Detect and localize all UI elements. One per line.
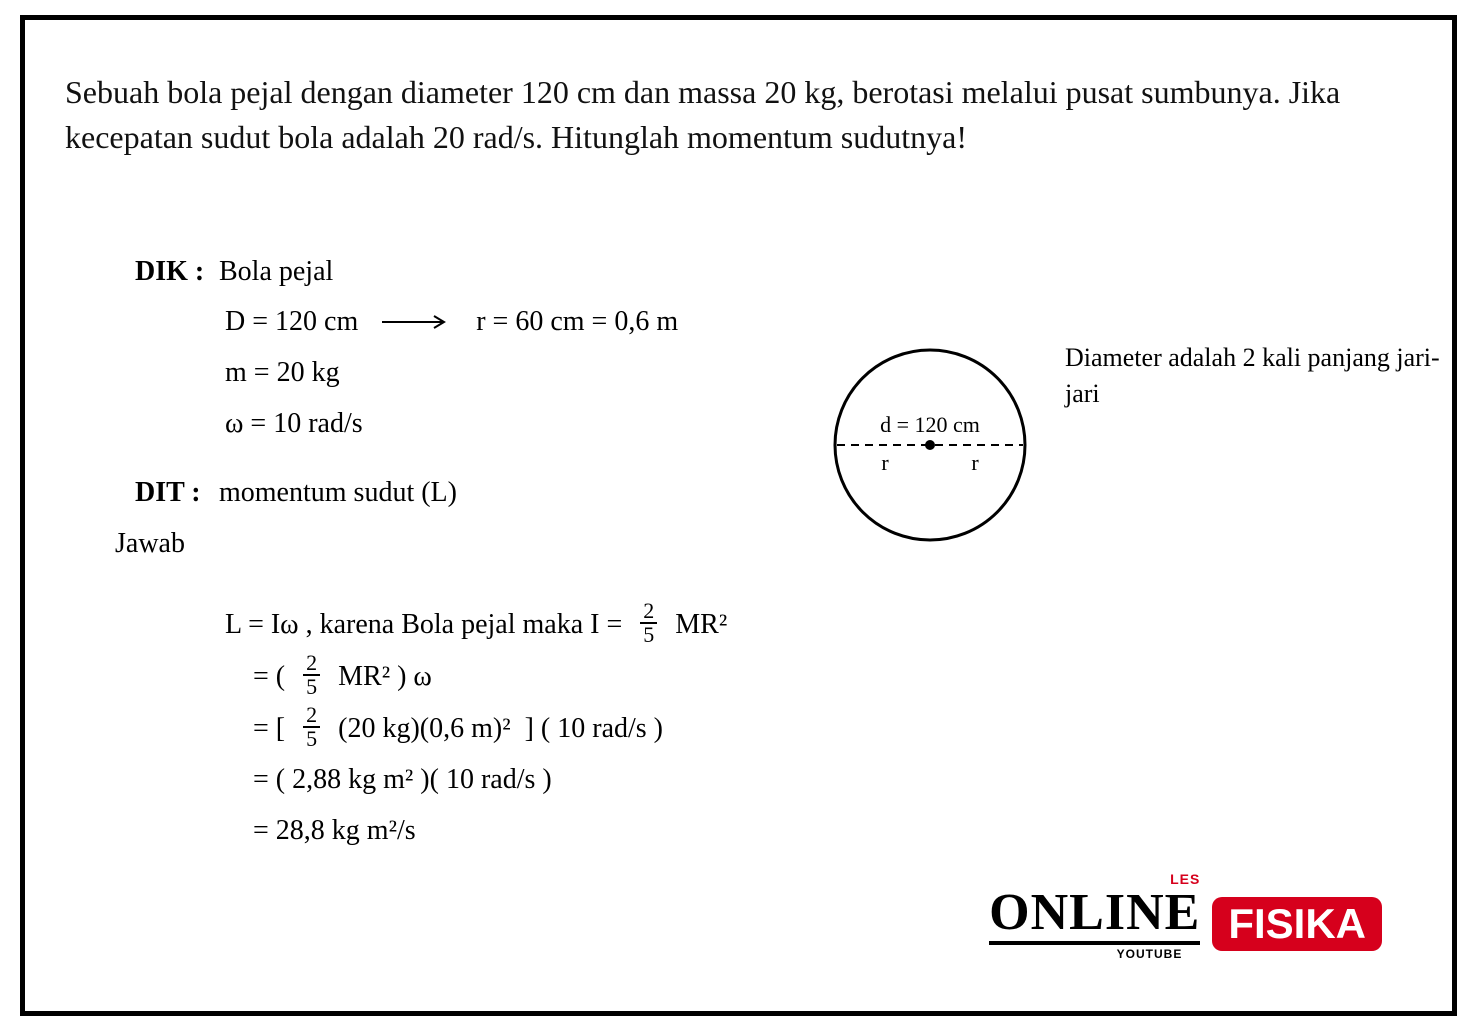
step-5: = 28,8 kg m²/s [253, 809, 1412, 854]
dik-d-lhs: D = 120 cm [225, 300, 358, 345]
diagram-r-left: r [881, 450, 889, 475]
step-4: = ( 2,88 kg m² )( 10 rad/s ) [253, 758, 1412, 803]
arrow-icon [382, 300, 452, 345]
step-2: = ( 25 MR² ) ω [253, 654, 1412, 700]
problem-statement: Sebuah bola pejal dengan diameter 120 cm… [65, 70, 1412, 160]
dik-d-rhs: r = 60 cm = 0,6 m [476, 300, 678, 345]
diagram-r-right: r [971, 450, 979, 475]
step-3: = [ 25 (20 kg)(0,6 m)² ] ( 10 rad/s ) [253, 706, 1412, 752]
diagram-d-label: d = 120 cm [880, 412, 980, 437]
dik-heading: DIK : Bola pejal [135, 250, 1412, 295]
logo-les: LES [1170, 871, 1200, 887]
logo-fisika: FISIKA [1212, 897, 1382, 951]
jawab-label: Jawab [115, 522, 185, 567]
dik-title: Bola pejal [219, 250, 333, 295]
step-1: L = Iω , karena Bola pejal maka I = 25 M… [225, 602, 1412, 648]
brand-logo: LES ONLINE YOUTUBE FISIKA [989, 887, 1382, 961]
dit-label: DIT : [135, 471, 205, 516]
fraction-2-5-b: 25 [303, 652, 320, 698]
circle-diagram: d = 120 cm r r [825, 340, 1035, 550]
dit-text: momentum sudut (L) [219, 471, 457, 516]
logo-online: ONLINE [989, 887, 1200, 945]
dit-row: DIT : momentum sudut (L) [135, 471, 1412, 516]
page-frame: Sebuah bola pejal dengan diameter 120 cm… [20, 15, 1457, 1016]
diagram-note: Diameter adalah 2 kali panjang jari-jari [1065, 340, 1445, 413]
dik-diameter: D = 120 cm r = 60 cm = 0,6 m [225, 300, 1412, 345]
dik-label: DIK : [135, 250, 205, 295]
fraction-2-5-c: 25 [303, 704, 320, 750]
jawab-row: Jawab [115, 522, 1412, 567]
logo-youtube: YOUTUBE [1117, 947, 1183, 961]
fraction-2-5-a: 25 [640, 600, 657, 646]
